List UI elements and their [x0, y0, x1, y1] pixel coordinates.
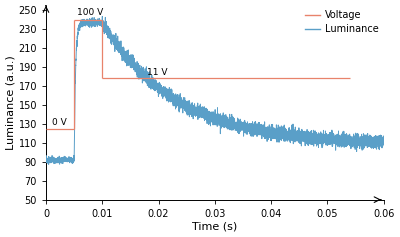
Text: 0 V: 0 V: [52, 118, 66, 127]
Legend: Voltage, Luminance: Voltage, Luminance: [301, 7, 382, 38]
Y-axis label: Luminance (a.u.): Luminance (a.u.): [6, 55, 16, 150]
Text: 11 V: 11 V: [147, 68, 168, 77]
X-axis label: Time (s): Time (s): [192, 221, 238, 232]
Text: 100 V: 100 V: [77, 8, 103, 17]
